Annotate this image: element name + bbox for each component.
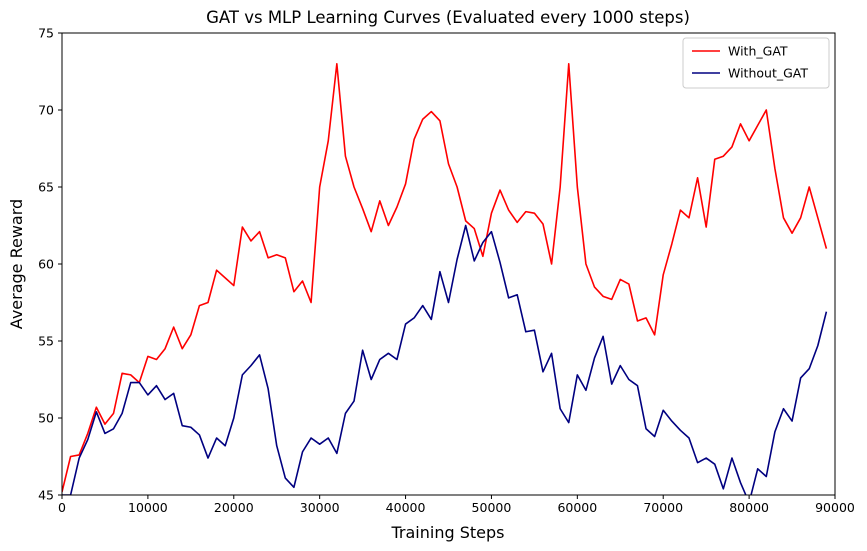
series-line-without-gat	[62, 224, 828, 495]
axes-frame	[61, 32, 836, 496]
legend-label: With_GAT	[728, 44, 788, 59]
y-tick-label: 70	[38, 103, 54, 118]
y-tick-label: 75	[38, 26, 54, 41]
x-tick-label: 50000	[472, 500, 512, 515]
x-axis-label: Training Steps	[391, 523, 505, 542]
x-tick-label: 70000	[643, 500, 683, 515]
chart-title: GAT vs MLP Learning Curves (Evaluated ev…	[206, 8, 690, 27]
x-tick-label: 90000	[815, 500, 855, 515]
legend-label: Without_GAT	[728, 66, 808, 81]
x-tick-label: 80000	[729, 500, 769, 515]
y-tick-label: 65	[38, 180, 54, 195]
y-tick-label: 50	[38, 411, 54, 426]
y-tick-label: 45	[38, 488, 54, 503]
x-tick-label: 40000	[386, 500, 426, 515]
y-axis-label: Average Reward	[7, 199, 26, 329]
x-tick-label: 20000	[214, 500, 254, 515]
legend: With_GAT Without_GAT	[682, 37, 830, 89]
y-tick-label: 55	[38, 334, 54, 349]
plot-area	[61, 32, 836, 496]
x-tick-label: 30000	[300, 500, 340, 515]
x-tick-label: 0	[58, 500, 66, 515]
series-line-with-gat	[62, 62, 828, 493]
y-tick-label: 60	[38, 257, 54, 272]
axis-ticks: 0 10000 20000 30000 40000 50000 60000 70000 8000…	[38, 26, 855, 516]
x-tick-label: 10000	[128, 500, 168, 515]
x-tick-label: 60000	[557, 500, 597, 515]
